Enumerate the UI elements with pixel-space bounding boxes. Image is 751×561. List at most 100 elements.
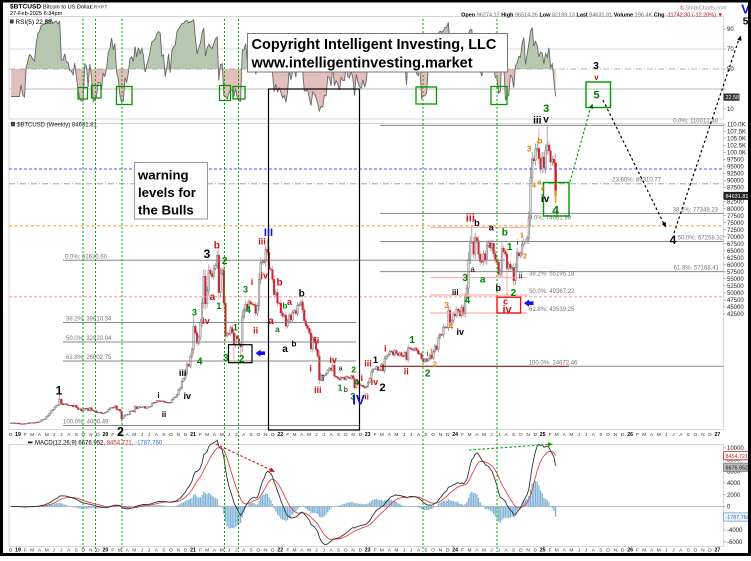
svg-text:D: D (271, 432, 275, 438)
svg-text:70000: 70000 (727, 235, 744, 241)
svg-text:v: v (594, 73, 599, 82)
svg-text:M: M (642, 548, 646, 554)
svg-text:22: 22 (277, 432, 283, 438)
svg-text:b: b (474, 218, 480, 228)
svg-text:0.0%: 61630.60: 0.0%: 61630.60 (65, 255, 108, 261)
svg-text:A: A (563, 432, 567, 438)
svg-text:A: A (126, 432, 130, 438)
svg-text:J: J (403, 432, 406, 438)
svg-text:23: 23 (365, 548, 371, 554)
svg-text:27: 27 (715, 432, 721, 438)
svg-text:A: A (329, 432, 333, 438)
svg-text:A: A (679, 548, 683, 554)
svg-text:8454.721: 8454.721 (726, 454, 748, 460)
svg-text:iii: iii (452, 288, 459, 297)
svg-text:M: M (205, 432, 209, 438)
svg-text:A: A (650, 432, 654, 438)
svg-text:J: J (235, 432, 238, 438)
svg-text:Copyright Intelligent Investin: Copyright Intelligent Investing, LLC (252, 37, 497, 53)
svg-text:19: 19 (15, 548, 21, 554)
svg-text:M: M (132, 432, 136, 438)
svg-text:iv: iv (456, 327, 464, 337)
svg-text:M: M (205, 548, 209, 554)
svg-text:27: 27 (715, 548, 721, 554)
svg-text:4: 4 (552, 204, 559, 218)
svg-text:D: D (446, 548, 450, 554)
svg-text:3: 3 (593, 61, 599, 72)
svg-text:1: 1 (507, 242, 513, 253)
svg-text:S: S (687, 432, 690, 438)
svg-text:J: J (228, 548, 231, 554)
svg-text:2: 2 (117, 425, 124, 439)
svg-text:J: J (578, 432, 581, 438)
svg-text:a: a (210, 292, 216, 303)
svg-text:50.0%: 32920.04: 50.0%: 32920.04 (66, 336, 112, 342)
svg-text:O: O (256, 432, 260, 438)
svg-text:M: M (468, 548, 472, 554)
svg-text:4: 4 (246, 305, 251, 315)
svg-text:A: A (504, 432, 508, 438)
svg-text:S: S (512, 432, 515, 438)
svg-text:iii: iii (466, 213, 475, 225)
svg-text:D: D (96, 548, 100, 554)
svg-text:97500: 97500 (727, 158, 744, 164)
svg-text:1: 1 (373, 355, 378, 365)
svg-text:S: S (75, 548, 78, 554)
svg-text:2000: 2000 (727, 493, 741, 499)
svg-text:A: A (242, 432, 246, 438)
svg-text:b: b (214, 241, 220, 252)
svg-text:N: N (177, 432, 181, 438)
svg-text:a: a (268, 316, 274, 327)
svg-text:J: J (490, 432, 493, 438)
svg-text:a: a (287, 297, 293, 307)
svg-text:the Bulls: the Bulls (138, 203, 194, 218)
svg-text:1: 1 (409, 335, 415, 346)
svg-text:ii: ii (253, 326, 258, 336)
svg-text:1: 1 (56, 384, 63, 398)
svg-text:52500: 52500 (727, 284, 744, 290)
svg-text:M: M (293, 432, 297, 438)
svg-text:70: 70 (727, 47, 734, 53)
svg-text:23.60%: 89310.77: 23.60%: 89310.77 (612, 178, 661, 184)
svg-text:O: O (81, 548, 85, 554)
svg-text:O: O (431, 432, 435, 438)
svg-text:M: M (394, 548, 398, 554)
svg-text:CRYPT: CRYPT (90, 4, 108, 10)
svg-text:N: N (526, 548, 530, 554)
svg-text:F: F (636, 548, 639, 554)
svg-text:10: 10 (727, 107, 734, 113)
svg-text:MACD(12,26,9) 6676.952, 8454.7: MACD(12,26,9) 6676.952, 8454.721, -1787.… (35, 441, 163, 447)
svg-text:N: N (526, 432, 530, 438)
svg-text:O: O (694, 432, 698, 438)
svg-text:50.0%: 49367.22: 50.0%: 49367.22 (529, 289, 575, 295)
svg-text:IV: IV (352, 393, 365, 408)
svg-text:100.0%: 4000.49: 100.0%: 4000.49 (63, 420, 109, 426)
svg-text:21: 21 (190, 432, 196, 438)
svg-text:F: F (111, 548, 114, 554)
svg-text:1: 1 (520, 233, 524, 240)
svg-text:O: O (256, 548, 260, 554)
svg-text:3: 3 (223, 353, 229, 364)
svg-text:b: b (299, 288, 305, 299)
svg-text:D: D (534, 548, 538, 554)
svg-text:iii: iii (258, 237, 266, 247)
svg-text:M: M (45, 432, 49, 438)
svg-text:A: A (126, 548, 130, 554)
svg-text:A: A (650, 548, 654, 554)
svg-text:107.5K: 107.5K (727, 129, 746, 135)
svg-text:O: O (169, 432, 173, 438)
svg-text:M: M (307, 548, 311, 554)
svg-text:J: J (60, 432, 63, 438)
svg-text:M: M (642, 432, 646, 438)
svg-text:2: 2 (351, 365, 356, 374)
svg-text:$BTCUSD (Weekly) 84631.81: $BTCUSD (Weekly) 84631.81 (17, 122, 98, 128)
svg-text:M: M (657, 432, 661, 438)
svg-text:iv: iv (260, 271, 268, 281)
svg-text:M: M (380, 432, 384, 438)
svg-text:102.5K: 102.5K (727, 144, 746, 150)
svg-text:i: i (251, 277, 254, 287)
svg-text:M: M (118, 548, 122, 554)
svg-text:23: 23 (365, 432, 371, 438)
svg-text:iii: iii (533, 115, 542, 126)
svg-text:S: S (162, 548, 165, 554)
